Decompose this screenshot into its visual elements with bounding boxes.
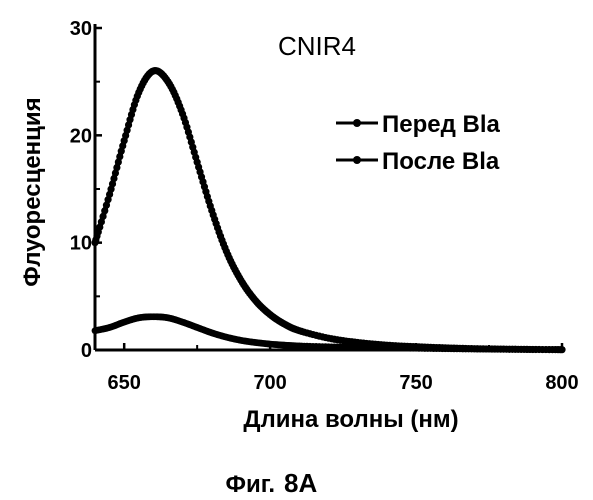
legend-marker	[353, 156, 361, 164]
y-tick-label: 20	[70, 125, 92, 147]
data-point	[559, 346, 566, 353]
y-tick-label: 30	[70, 18, 92, 40]
x-tick-label: 800	[545, 372, 578, 394]
x-tick-label: 650	[108, 372, 141, 394]
figure-caption-prefix: Фиг.	[226, 471, 276, 498]
y-axis-label: Флуоресценция	[19, 97, 46, 286]
plot-area: 0 10 20 30 650 700 750 800	[70, 18, 579, 394]
figure-caption-number: 8A	[284, 468, 317, 498]
legend: Перед Bla После Bla	[336, 111, 501, 175]
legend-label: Перед Bla	[382, 111, 501, 138]
chart-title: CNIR4	[278, 31, 356, 61]
x-tick-label: 700	[253, 372, 286, 394]
y-tick-label: 0	[81, 340, 92, 362]
x-tick-label: 750	[399, 372, 432, 394]
legend-label: После Bla	[382, 148, 500, 175]
y-tick-label: 10	[70, 233, 92, 255]
x-axis-label: Длина волны (нм)	[243, 406, 458, 433]
legend-marker	[353, 119, 361, 127]
